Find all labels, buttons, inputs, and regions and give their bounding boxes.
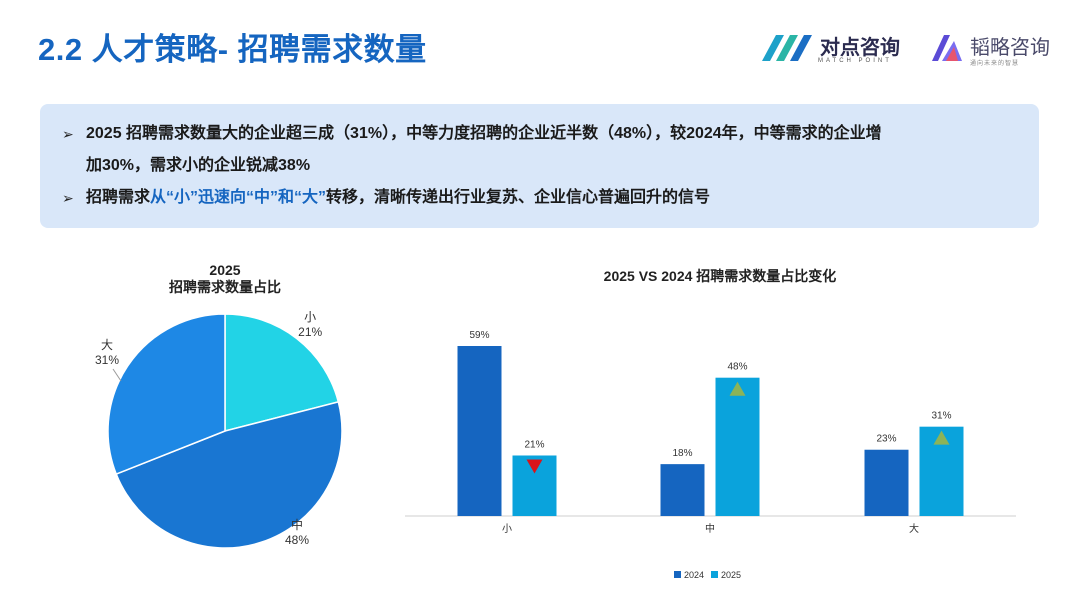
summary-bullet-2: ➢ 招聘需求从“小”迅速向“中”和“大”转移，清晰传递出行业复苏、企业信心普遍回… (62, 182, 1019, 214)
taolue-logo: 韬略咨询 通向未来的智慧 (930, 30, 1050, 67)
pie-slice-value: 48% (285, 533, 309, 547)
pie-slice-value: 21% (298, 325, 322, 339)
pie-slice-label: 大 (101, 338, 113, 352)
pie-slice-value: 31% (95, 353, 119, 367)
taolue-mark-icon (932, 35, 962, 61)
bullet-arrow-icon: ➢ (62, 126, 74, 142)
matchpoint-logo: 对点咨询 MATCH POINT (762, 30, 900, 66)
bar-category-label: 大 (909, 522, 919, 535)
pie-slice (224, 313, 340, 432)
legend-label: 2024 (684, 570, 704, 580)
bar-value-label: 18% (672, 448, 692, 459)
summary-bullet-1-line-2: 加30%，需求小的企业锐减38% (86, 157, 311, 174)
bar-chart-title: 2025 VS 2024 招聘需求数量占比变化 (603, 268, 837, 284)
matchpoint-mark-icon (762, 35, 812, 61)
bar-value-label: 48% (727, 362, 747, 373)
pie-slice-label: 中 (291, 517, 303, 532)
pie-chart-subtitle: 招聘需求数量占比 (169, 279, 281, 295)
pie-chart-year: 2025 (209, 262, 241, 278)
bar-value-label: 21% (524, 439, 544, 450)
pie-chart-title: 2025 招聘需求数量占比 (125, 262, 325, 296)
down-arrow-icon (526, 459, 543, 474)
bar (715, 377, 760, 516)
up-arrow-icon (933, 430, 950, 445)
pie-leader-line (112, 368, 122, 382)
pie-slice-label: 小 (304, 310, 316, 324)
pie-slice (107, 313, 226, 476)
up-arrow-icon (729, 381, 746, 396)
bar-category-label: 小 (502, 523, 512, 535)
taolue-logo-name: 韬略咨询 (970, 37, 1050, 59)
bar (457, 346, 502, 516)
summary-box: ➢ 2025 招聘需求数量大的企业超三成（31%），中等力度招聘的企业近半数（4… (40, 104, 1039, 228)
legend-swatch (711, 571, 718, 578)
matchpoint-logo-name: 对点咨询 (820, 37, 900, 59)
pie-slice (115, 400, 343, 549)
summary-bullet-2-highlight: 从“小”迅速向“中”和“大” (150, 189, 327, 206)
bar-value-label: 31% (931, 411, 951, 422)
bar-category-label: 中 (705, 522, 715, 535)
summary-bullet-1: ➢ 2025 招聘需求数量大的企业超三成（31%），中等力度招聘的企业近半数（4… (62, 118, 1019, 182)
summary-bullet-1-line-1: 2025 招聘需求数量大的企业超三成（31%），中等力度招聘的企业近半数（48%… (86, 125, 882, 142)
matchpoint-logo-sub: MATCH POINT (818, 58, 892, 64)
summary-bullet-2-suffix: 转移，清晰传递出行业复苏、企业信心普遍回升的信号 (326, 189, 711, 206)
summary-bullet-2-prefix: 招聘需求 (86, 189, 151, 206)
page-title: 2.2 人才策略- 招聘需求数量 (38, 32, 427, 67)
bar (660, 464, 705, 516)
bullet-arrow-icon: ➢ (62, 190, 74, 206)
legend-swatch (674, 571, 681, 578)
bar (864, 449, 909, 516)
legend-label: 2025 (721, 570, 741, 580)
bar-value-label: 23% (876, 434, 896, 445)
taolue-logo-sub: 通向未来的智慧 (970, 61, 1020, 67)
bar-value-label: 59% (469, 330, 489, 341)
